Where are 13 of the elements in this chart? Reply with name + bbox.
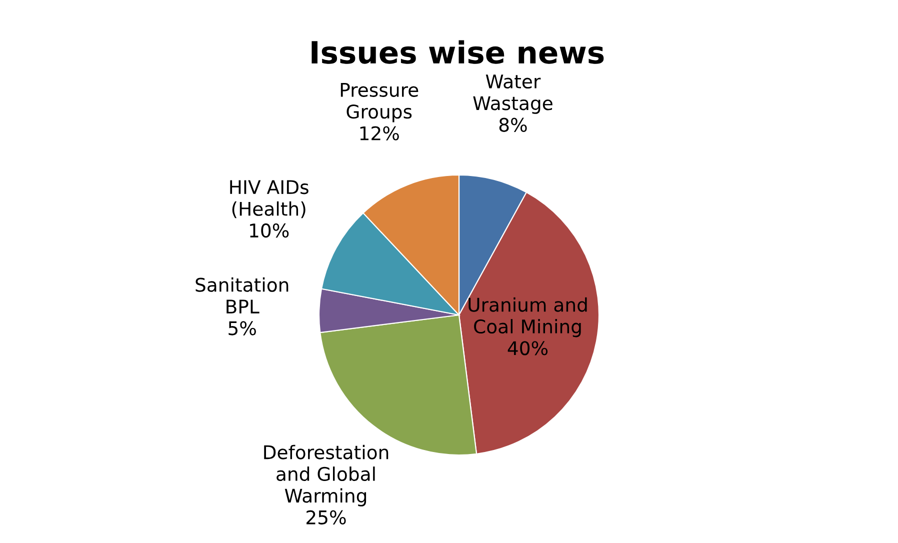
slice-label: Sanitation BPL xyxy=(196,277,288,314)
data-label: 10% xyxy=(250,223,289,238)
data-label: 12% xyxy=(360,126,399,140)
chart-title: Issues wise news xyxy=(312,40,604,64)
data-label: 8% xyxy=(499,118,527,132)
slice-label: Deforestation and Global Warming xyxy=(264,444,388,506)
data-label: 5% xyxy=(228,321,256,336)
slice-label: Uranium and Coal Mining xyxy=(468,297,587,338)
data-label: 40% xyxy=(508,341,548,356)
slice-label: HIV AIDs (Health) xyxy=(230,180,308,218)
data-label: 25% xyxy=(306,510,346,524)
slice-label: Water Wastage xyxy=(473,74,552,114)
slice-label: Pressure Groups xyxy=(340,83,418,122)
